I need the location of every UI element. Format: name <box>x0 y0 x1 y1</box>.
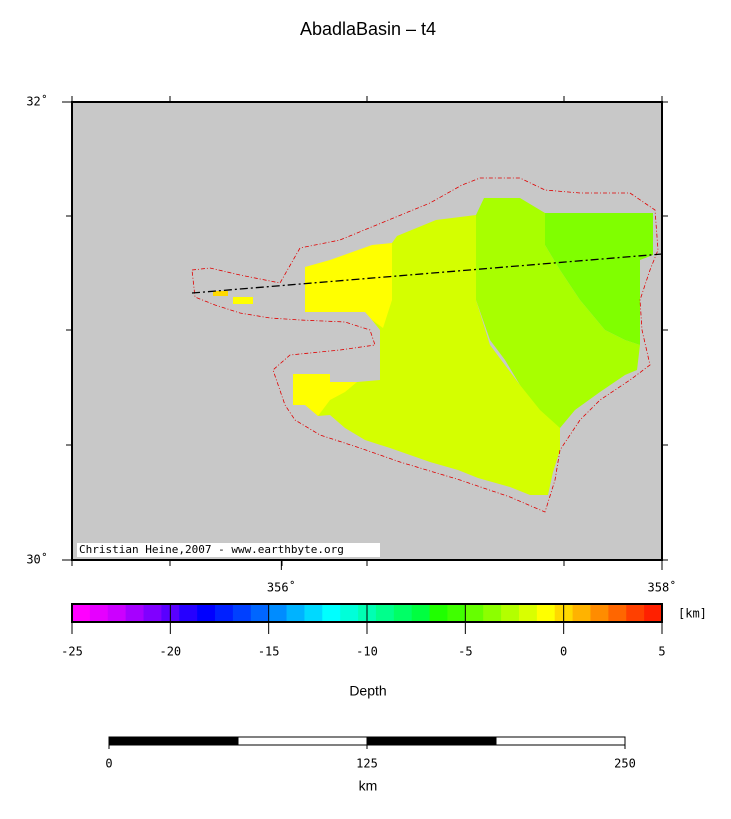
colorbar-swatch <box>411 604 431 622</box>
colorbar-swatch <box>268 604 288 622</box>
scale-unit: km <box>359 778 378 794</box>
depth-grid <box>213 198 653 495</box>
colorbar-swatch <box>340 604 359 622</box>
colorbar-label: Depth <box>349 683 386 699</box>
colorbar-swatch <box>72 604 91 622</box>
colorbar-swatch <box>465 604 484 622</box>
colorbar-swatch <box>125 604 145 622</box>
colorbar-tick-label: -25 <box>61 645 83 659</box>
lat-label: 32˚ <box>26 94 48 109</box>
colorbar-swatch <box>286 604 305 622</box>
colorbar-swatch <box>483 604 502 622</box>
lon-label: 358˚ <box>648 580 677 595</box>
basin-outline <box>191 177 659 513</box>
colorbar-swatch <box>447 604 466 622</box>
colorbar-swatch <box>393 604 413 622</box>
colorbar-swatch <box>572 604 591 622</box>
colorbar-swatch <box>89 604 109 622</box>
scale-segment <box>366 736 497 746</box>
colorbar-swatch <box>197 604 216 622</box>
colorbar-swatch <box>179 604 198 622</box>
colorbar-tick-label: -5 <box>458 645 472 659</box>
colorbar-swatch <box>536 604 556 622</box>
colorbar-swatch <box>518 604 538 622</box>
colorbar-swatch <box>429 604 448 622</box>
colorbar-swatch <box>250 604 270 622</box>
scale-tick-label: 250 <box>614 757 636 771</box>
colorbar-unit: [km] <box>678 607 707 621</box>
scale-tick-label: 0 <box>105 757 112 771</box>
lat-label: 30˚ <box>26 552 48 567</box>
scale-tick-label: 125 <box>356 757 378 771</box>
colorbar-swatch <box>501 604 520 622</box>
colorbar-swatch <box>322 604 341 622</box>
colorbar-tick-label: -10 <box>356 645 378 659</box>
title: AbadlaBasin – t4 <box>300 19 436 39</box>
colorbar-swatch <box>107 604 127 622</box>
colorbar-swatch <box>375 604 395 622</box>
credit-box <box>77 543 380 557</box>
profile-line <box>191 253 663 294</box>
colorbar-swatch <box>215 604 234 622</box>
colorbar-swatch <box>304 604 323 622</box>
lon-label: 356˚ <box>267 580 296 595</box>
scale-segment <box>108 736 239 746</box>
colorbar-swatch <box>626 604 645 622</box>
scale-segment <box>237 736 368 746</box>
colorbar-swatch <box>608 604 627 622</box>
colorbar-swatch <box>232 604 252 622</box>
colorbar-swatch <box>644 604 663 622</box>
colorbar-swatch <box>590 604 609 622</box>
colorbar-tick-label: -20 <box>159 645 181 659</box>
credit: Christian Heine,2007 - www.earthbyte.org <box>79 543 344 556</box>
colorbar-tick-label: 5 <box>658 645 665 659</box>
colorbar-tick-label: 0 <box>560 645 567 659</box>
scale-segment <box>495 736 626 746</box>
colorbar-tick-label: -15 <box>258 645 280 659</box>
colorbar-swatch <box>143 604 162 622</box>
